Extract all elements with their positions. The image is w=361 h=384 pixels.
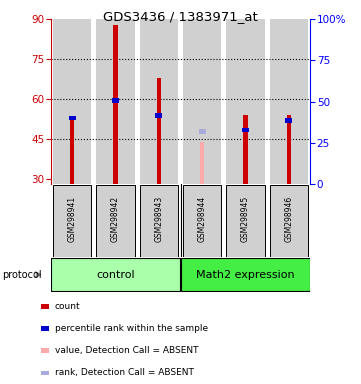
Text: GSM298942: GSM298942: [111, 196, 120, 242]
Bar: [113, 25, 118, 184]
Bar: [41, 348, 49, 353]
Bar: [41, 326, 49, 331]
Bar: [155, 113, 162, 118]
Bar: [270, 19, 308, 184]
Text: GSM298945: GSM298945: [241, 196, 250, 242]
Bar: [287, 115, 291, 184]
Text: control: control: [96, 270, 135, 280]
Text: value, Detection Call = ABSENT: value, Detection Call = ABSENT: [55, 346, 198, 355]
Bar: [41, 371, 49, 376]
Text: GSM298943: GSM298943: [155, 196, 163, 242]
Bar: [96, 19, 135, 184]
Bar: [53, 19, 91, 184]
Text: rank, Detection Call = ABSENT: rank, Detection Call = ABSENT: [55, 369, 193, 377]
FancyBboxPatch shape: [226, 185, 265, 257]
Bar: [242, 127, 249, 132]
Text: GSM298944: GSM298944: [198, 196, 206, 242]
Text: GDS3436 / 1383971_at: GDS3436 / 1383971_at: [103, 10, 258, 23]
Bar: [183, 19, 221, 184]
Bar: [285, 118, 292, 123]
Bar: [112, 98, 119, 103]
Bar: [69, 116, 76, 121]
Text: count: count: [55, 302, 81, 311]
FancyBboxPatch shape: [140, 185, 178, 257]
Text: GSM298941: GSM298941: [68, 196, 77, 242]
Bar: [70, 118, 74, 184]
Bar: [243, 115, 248, 184]
FancyBboxPatch shape: [96, 185, 135, 257]
Bar: [200, 142, 204, 184]
FancyBboxPatch shape: [183, 185, 221, 257]
Bar: [226, 19, 265, 184]
Bar: [41, 304, 49, 309]
Bar: [157, 78, 161, 184]
FancyBboxPatch shape: [51, 258, 180, 291]
FancyBboxPatch shape: [270, 185, 308, 257]
FancyBboxPatch shape: [53, 185, 91, 257]
Text: protocol: protocol: [2, 270, 42, 280]
Text: percentile rank within the sample: percentile rank within the sample: [55, 324, 208, 333]
Text: GSM298946: GSM298946: [284, 196, 293, 242]
Bar: [199, 129, 206, 134]
Bar: [140, 19, 178, 184]
Text: Math2 expression: Math2 expression: [196, 270, 295, 280]
FancyBboxPatch shape: [181, 258, 310, 291]
